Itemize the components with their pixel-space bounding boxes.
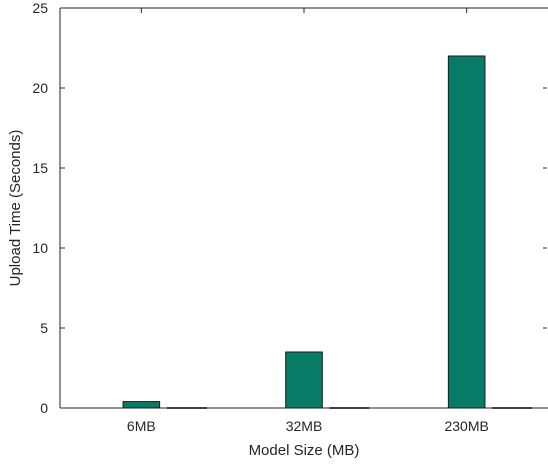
- x-tick-label: 6MB: [127, 418, 156, 434]
- x-tick-label: 32MB: [286, 418, 323, 434]
- y-tick-label: 5: [40, 320, 48, 336]
- y-tick-label: 25: [32, 0, 48, 16]
- bar: [285, 351, 323, 409]
- y-axis-title: Upload Time (Seconds): [7, 130, 24, 287]
- x-tick-label: 230MB: [444, 418, 488, 434]
- y-tick-label: 0: [40, 400, 48, 416]
- bar-series: [122, 55, 533, 409]
- y-axis: 0 5 10 15 20 25: [32, 0, 547, 416]
- y-tick-label: 15: [32, 160, 48, 176]
- y-tick-label: 10: [32, 240, 48, 256]
- bar: [122, 401, 161, 409]
- x-axis-title: Model Size (MB): [249, 442, 360, 459]
- bar: [447, 55, 486, 409]
- y-tick-label: 20: [32, 80, 48, 96]
